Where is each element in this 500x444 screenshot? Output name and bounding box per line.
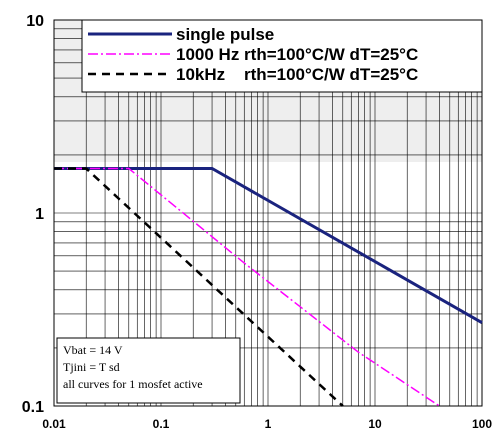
x-tick-label: 0.1 (153, 417, 170, 431)
x-tick-label: 1 (265, 417, 272, 431)
x-tick-label: 100 (472, 417, 492, 431)
series-lines (54, 167, 483, 407)
annotation-box: Vbat = 14 V Tjini = T sd all curves for 1 … (56, 337, 241, 404)
annotation-line: all curves for 1 mosfet active (63, 377, 203, 391)
x-tick-label: 10 (368, 417, 382, 431)
y-tick-label: 10 (26, 13, 44, 30)
y-tick-label: 0.1 (22, 399, 44, 416)
series-line-2 (54, 167, 440, 407)
annotation-frame (56, 337, 241, 404)
series-line-3 (54, 167, 344, 407)
y-tick-label: 1 (35, 206, 44, 223)
legend-label: 1000 Hz rth=100°C/W dT=25°C (176, 45, 418, 64)
x-tick-label: 0.01 (42, 417, 66, 431)
x-axis-ticks: 0.01 0.1 1 10 100 (42, 417, 492, 431)
legend-label: 10kHz rth=100°C/W dT=25°C (176, 65, 418, 84)
annotation-line: Vbat = 14 V (63, 343, 123, 357)
legend-label: single pulse (176, 25, 274, 44)
annotation-line: Tjini = T sd (63, 360, 120, 374)
series-line-1 (54, 167, 483, 325)
y-axis-ticks: 10 1 0.1 (22, 13, 44, 416)
legend-box (81, 19, 483, 93)
